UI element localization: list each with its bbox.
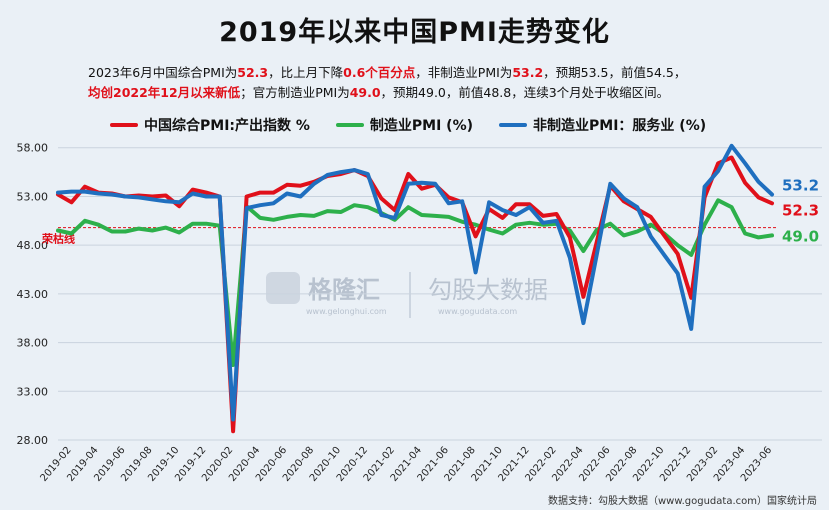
legend-swatch-services [499,123,528,127]
watermark-brand-1: 格隆汇 [308,276,380,304]
series-line-services [56,143,774,422]
watermark-logo-icon [266,272,300,304]
watermark-url-1: www.gelonghui.com [306,307,387,316]
subtitle-line-1-seg-5: 53.2 [512,65,544,80]
legend-swatch-manufacturing [335,123,364,127]
watermark-brand-2: 勾股大数据 [428,276,548,304]
subtitle-line-2-seg-1: ；官方制造业PMI为 [240,85,350,100]
subtitle-line-1-seg-4: ，非制造业PMI为 [415,65,513,80]
subtitle-line-2: 均创2022年12月以来新低；官方制造业PMI为49.0，预期49.0，前值48… [88,82,669,101]
subtitle-line-1-seg-1: 52.3 [237,65,269,80]
legend-label-composite: 中国综合PMI:产出指数 % [144,118,310,134]
legend-label-services: 非制造业PMI：服务业 (%) [533,118,707,134]
subtitle-line-1-seg-3: 0.6个百分点 [343,65,416,80]
subtitle-line-1-seg-0: 2023年6月中国综合PMI为 [88,65,238,80]
subtitle-line-1: 2023年6月中国综合PMI为52.3，比上月下降0.6个百分点，非制造业PMI… [88,62,686,81]
legend-item-manufacturing: 制造业PMI (%) [335,115,474,135]
subtitle-line-1-seg-2: ，比上月下降 [268,65,344,80]
y-tick-label: 48.00 [17,239,49,252]
subtitle-line-2-seg-0: 均创2022年12月以来新低 [88,85,241,100]
end-label-composite: 52.3 [782,201,819,219]
legend-swatch-composite [110,123,138,127]
y-tick-label: 58.00 [17,142,49,155]
series-line-manufacturing [56,198,774,367]
legend-item-composite: 中国综合PMI:产出指数 % [110,115,310,135]
end-label-services: 53.2 [782,177,819,195]
legend: 中国综合PMI:产出指数 % 制造业PMI (%) 非制造业PMI：服务业 (%… [110,115,706,135]
y-tick-label: 28.00 [17,434,49,447]
y-tick-label: 43.00 [17,288,49,301]
legend-label-manufacturing: 制造业PMI (%) [369,118,474,134]
legend-item-services: 非制造业PMI：服务业 (%) [499,115,706,135]
threshold-label: 荣枯线 [41,232,75,246]
subtitle-line-2-seg-3: ，预期49.0，前值48.8，连续3个月处于收缩区间。 [380,85,670,100]
subtitle-line-2-seg-2: 49.0 [349,85,381,100]
y-tick-label: 33.00 [17,385,49,398]
subtitle-line-1-seg-6: ，预期53.5，前值54.5， [543,65,687,80]
y-tick-label: 38.00 [17,337,49,350]
y-tick-label: 53.00 [17,190,49,203]
source-note: 数据支持：勾股大数据（www.gogudata.com）国家统计局 [547,496,817,507]
watermark-url-2: www.gogudata.com [438,307,517,316]
end-label-manufacturing: 49.0 [782,227,819,245]
chart-title: 2019年以来中国PMI走势变化 [219,17,610,48]
